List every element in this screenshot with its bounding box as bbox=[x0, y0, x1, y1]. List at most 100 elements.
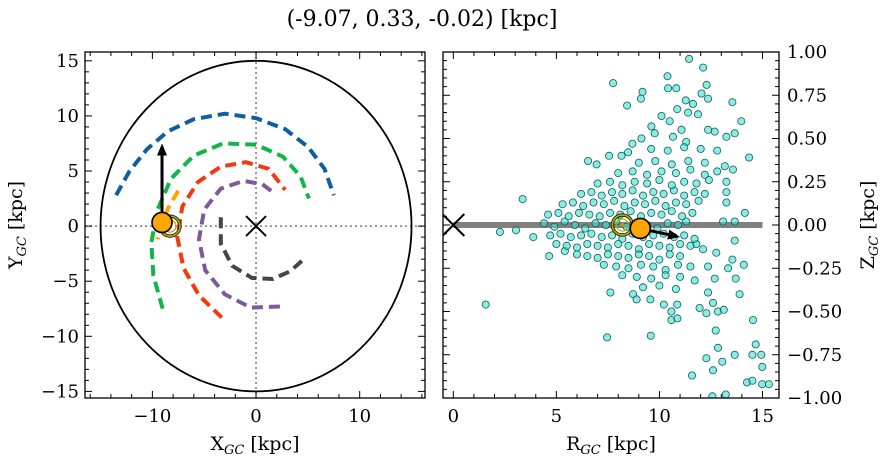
scatter-point bbox=[709, 366, 718, 375]
y-axis-label-main: Z bbox=[857, 256, 879, 269]
y-tick-label: 0.50 bbox=[787, 129, 827, 150]
scatter-point bbox=[655, 175, 664, 184]
scatter-point bbox=[673, 300, 682, 309]
y-tick-label: 15 bbox=[56, 51, 79, 72]
scatter-point bbox=[593, 179, 602, 188]
scatter-point bbox=[597, 191, 606, 200]
scatter-point bbox=[655, 241, 664, 250]
reference-ring-center bbox=[620, 223, 624, 227]
scatter-point bbox=[711, 326, 720, 335]
scatter-point bbox=[690, 234, 699, 243]
scatter-point bbox=[659, 300, 668, 309]
scatter-point bbox=[606, 208, 615, 217]
scatter-point bbox=[495, 227, 504, 236]
scatter-point bbox=[710, 127, 719, 136]
y-tick-label: −10 bbox=[41, 326, 79, 347]
scatter-point bbox=[512, 226, 521, 235]
scatter-point bbox=[623, 101, 632, 110]
scatter-point bbox=[674, 260, 683, 269]
scatter-point bbox=[720, 162, 729, 171]
scatter-point bbox=[628, 186, 637, 195]
scatter-point bbox=[702, 80, 711, 89]
scatter-point bbox=[550, 222, 559, 231]
scatter-point bbox=[667, 207, 676, 216]
scatter-point bbox=[680, 143, 689, 152]
scatter-point bbox=[641, 200, 650, 209]
scatter-point bbox=[688, 371, 697, 380]
scatter-point bbox=[695, 303, 704, 312]
scatter-point bbox=[663, 72, 672, 81]
sun-position-marker bbox=[151, 211, 173, 234]
plot-frame bbox=[442, 51, 780, 399]
x-axis-label-unit: [kpc] bbox=[601, 433, 656, 455]
y-tick-label: 0.75 bbox=[787, 85, 827, 106]
scatter-point bbox=[628, 167, 637, 176]
y-axis-label-sub: GC bbox=[15, 236, 30, 256]
scatter-point bbox=[748, 350, 757, 359]
y-axis-label-main: Y bbox=[5, 256, 27, 270]
scatter-point bbox=[685, 54, 694, 63]
scatter-point bbox=[552, 239, 561, 248]
scatter-point bbox=[643, 179, 652, 188]
scatter-point bbox=[700, 170, 709, 179]
x-axis-label-unit: [kpc] bbox=[244, 433, 299, 455]
scatter-point bbox=[568, 198, 577, 207]
y-axis-label: ZGC [kpc] bbox=[857, 181, 882, 270]
scatter-point bbox=[603, 333, 612, 342]
scatter-point bbox=[718, 357, 727, 366]
x-axis-label-main: R bbox=[566, 433, 581, 455]
scatter-point bbox=[481, 300, 490, 309]
scatter-point bbox=[758, 380, 767, 389]
y-tick-label: −0.50 bbox=[787, 302, 842, 323]
scatter-point bbox=[540, 219, 549, 228]
scatter-point bbox=[624, 241, 633, 250]
scatter-point bbox=[739, 260, 748, 269]
scatter-point bbox=[634, 158, 643, 167]
y-tick-label: −15 bbox=[41, 381, 79, 402]
scatter-point bbox=[672, 84, 681, 93]
x-tick-label: −10 bbox=[133, 406, 171, 427]
y-tick-label: 0.25 bbox=[787, 172, 827, 193]
scatter-point bbox=[702, 309, 711, 318]
scatter-point bbox=[645, 252, 654, 261]
x-axis-label-main: X bbox=[210, 433, 224, 455]
scatter-point bbox=[630, 177, 639, 186]
scatter-point bbox=[628, 139, 637, 148]
scatter-point bbox=[650, 129, 659, 138]
scatter-point bbox=[682, 200, 691, 209]
scatter-point bbox=[740, 208, 749, 217]
plot-area bbox=[443, 54, 773, 398]
scatter-point bbox=[612, 262, 621, 271]
scatter-point bbox=[684, 108, 693, 117]
scatter-point bbox=[624, 253, 633, 262]
scatter-point bbox=[577, 231, 586, 240]
scatter-point bbox=[603, 250, 612, 259]
scatter-point bbox=[704, 288, 713, 297]
scatter-point bbox=[577, 189, 586, 198]
y-tick-label: 0.00 bbox=[787, 215, 827, 236]
scatter-point bbox=[659, 189, 668, 198]
scatter-point bbox=[702, 354, 711, 363]
scatter-point bbox=[694, 110, 703, 119]
right-panel-rz: 0 5 10 15 −1.00 −0.75 −0.50 −0.25 0.00 0.25 0.50 0.… bbox=[442, 42, 882, 458]
scatter-point bbox=[645, 239, 654, 248]
x-tick-label: 15 bbox=[751, 406, 774, 427]
scatter-point bbox=[665, 250, 674, 259]
scatter-point bbox=[713, 167, 722, 176]
y-tick-label: −0.25 bbox=[787, 258, 842, 279]
scatter-point bbox=[674, 220, 683, 229]
spiral-arm-red bbox=[175, 160, 287, 320]
scatter-point bbox=[643, 170, 652, 179]
scatter-point bbox=[710, 274, 719, 283]
scatter-point bbox=[606, 288, 615, 297]
scatter-point bbox=[575, 208, 584, 217]
scatter-point bbox=[719, 217, 728, 226]
scatter-point bbox=[614, 169, 623, 178]
scatter-point bbox=[663, 219, 672, 228]
scatter-point bbox=[529, 233, 538, 242]
x-axis-label-sub: GC bbox=[580, 443, 600, 458]
scatter-point bbox=[638, 87, 647, 96]
scatter-point bbox=[699, 63, 708, 72]
y-tick-label: −0.75 bbox=[787, 345, 842, 366]
scatter-point bbox=[737, 117, 746, 126]
